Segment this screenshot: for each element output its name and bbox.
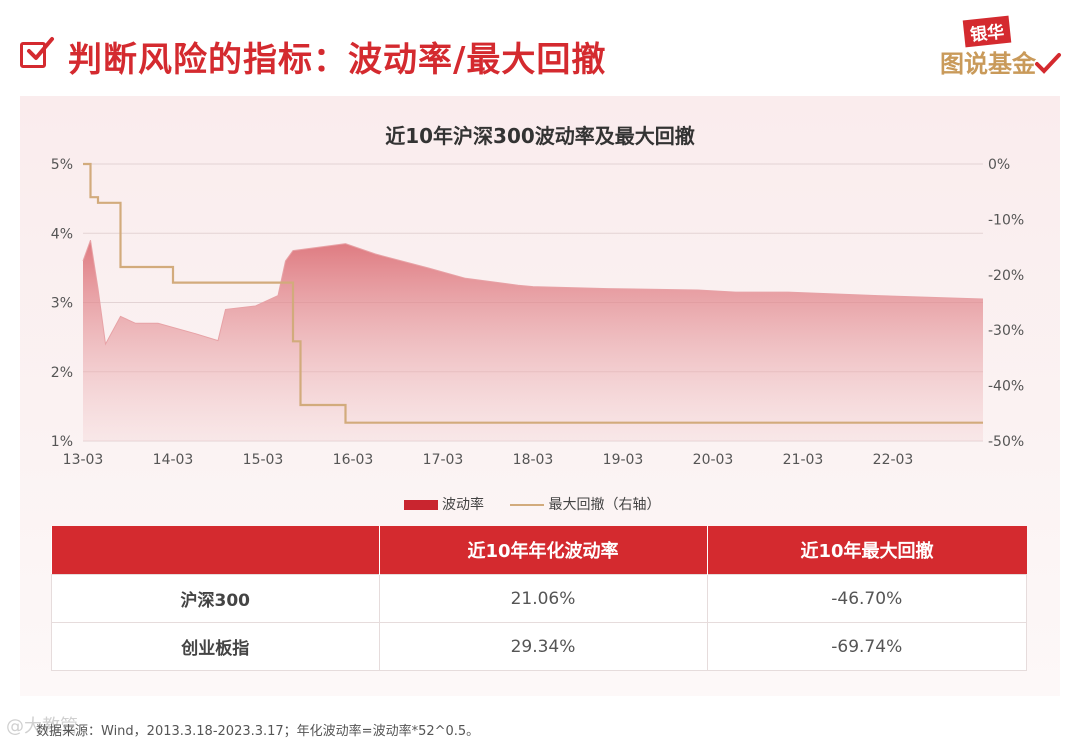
legend-label-drawdown: 最大回撤（右轴） [548,497,661,513]
legend-item-drawdown: 最大回撤（右轴） [510,494,660,514]
table-header-row: 近10年年化波动率 近10年最大回撤 [51,526,1027,575]
header: 判断风险的指标：波动率/最大回撤 [20,28,1080,84]
row-name: 沪深300 [51,574,380,623]
y-right-tick-label: -30% [988,323,1024,339]
row-name: 创业板指 [51,622,380,671]
row-drawdown: -46.70% [706,574,1027,623]
table-row: 创业板指 29.34% -69.74% [51,622,1027,671]
brand-logo: 银华 图说基金 [934,14,1064,84]
legend-label-volatility: 波动率 [442,497,484,513]
logo-check-icon [1035,53,1061,74]
y-right-tick-label: 0% [988,157,1010,173]
chart-title: 近10年沪深300波动率及最大回撤 [385,124,695,148]
y-left-tick-label: 2% [51,365,73,381]
volatility-area [83,240,983,441]
checkbox-icon [20,37,54,68]
table-header-volatility: 近10年年化波动率 [378,526,707,575]
x-tick-label: 19-03 [603,452,644,468]
x-tick-label: 13-03 [63,452,104,468]
x-tick-label: 20-03 [693,452,734,468]
x-tick-label: 16-03 [333,452,374,468]
x-tick-label: 22-03 [873,452,914,468]
table-row: 沪深300 21.06% -46.70% [51,574,1027,623]
x-tick-label: 21-03 [783,452,824,468]
chart-svg: 5% 4% 3% 2% 1% 0% -10% -20% -30% -40% -50% 13-03 14-… [51,157,1024,468]
legend-swatch-drawdown [510,504,545,506]
y-left-tick-label: 1% [51,434,73,450]
x-tick-label: 18-03 [513,452,554,468]
logo-text: 图说基金 [940,49,1036,78]
row-drawdown: -69.74% [706,622,1027,671]
chart-legend: 波动率 最大回撤（右轴） [404,494,682,514]
stats-table: 近10年年化波动率 近10年最大回撤 沪深300 21.06% -46.70% … [51,526,1027,671]
drawdown-line [83,162,983,424]
y-right-tick-label: -40% [988,379,1024,395]
y-right-tick-label: -50% [988,434,1024,450]
legend-item-volatility: 波动率 [404,494,484,514]
table-header-blank [51,526,379,575]
y-left-tick-label: 5% [51,157,73,173]
x-tick-label: 15-03 [243,452,284,468]
chart-panel: 近10年沪深300波动率及最大回撤 5% 4% 3% 2% 1% 0% -10% -20% -3… [20,96,1060,696]
y-right-tick-label: -10% [988,212,1024,228]
logo-badge: 银华 [962,15,1012,48]
y-left-tick-label: 4% [51,226,73,242]
y-right-tick-label: -20% [988,268,1024,284]
watermark: @大教管 [6,716,78,737]
y-left-tick-label: 3% [51,296,73,312]
x-tick-label: 14-03 [153,452,194,468]
footnote: 数据来源：Wind，2013.3.18-2023.3.17；年化波动率=波动率*… [36,724,480,739]
page-title: 判断风险的指标：波动率/最大回撤 [68,40,607,80]
volatility-line [82,240,984,346]
legend-swatch-volatility [404,500,438,510]
table-header-drawdown: 近10年最大回撤 [706,526,1027,575]
x-tick-label: 17-03 [423,452,464,468]
row-volatility: 29.34% [378,622,708,671]
row-volatility: 21.06% [378,574,708,623]
